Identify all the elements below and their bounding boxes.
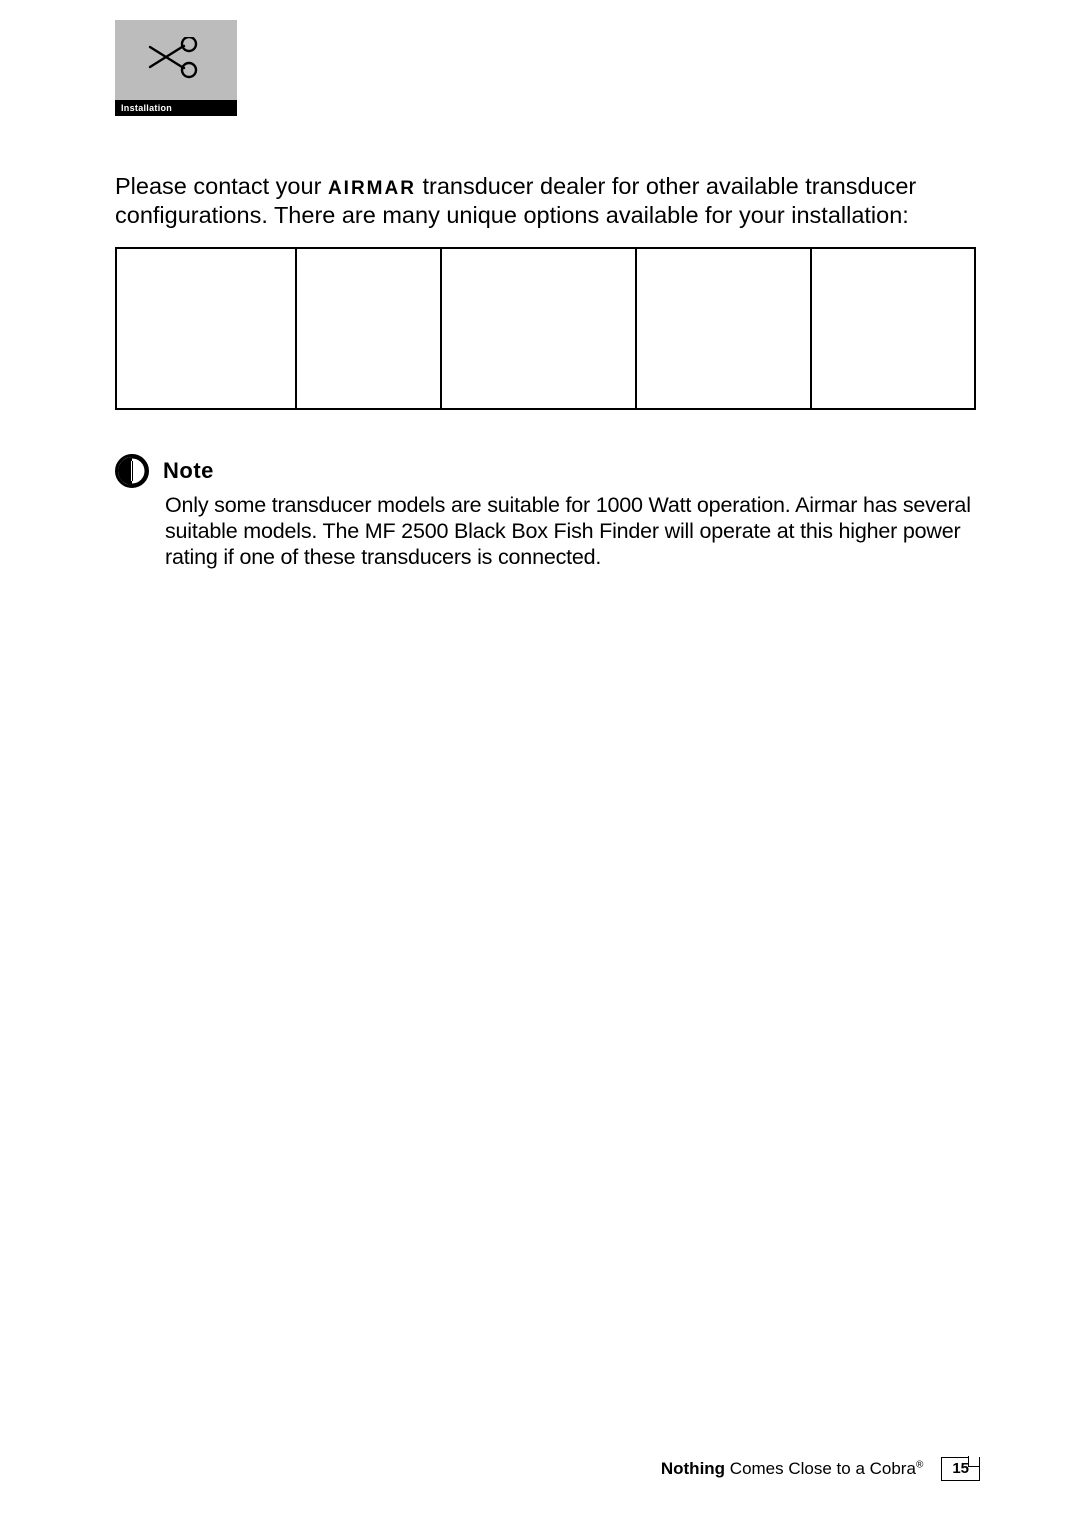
options-table bbox=[115, 247, 976, 410]
page-footer: Nothing Comes Close to a Cobra® 15 bbox=[0, 1457, 1080, 1481]
table-cell bbox=[297, 249, 442, 408]
intro-prefix: Please contact your bbox=[115, 173, 328, 199]
note-header: Note bbox=[115, 454, 975, 488]
note-body: Only some transducer models are suitable… bbox=[165, 492, 975, 571]
footer-tagline-rest: Comes Close to a Cobra bbox=[725, 1459, 916, 1478]
intro-paragraph: Please contact your AIRMAR transducer de… bbox=[115, 172, 975, 230]
section-label: Installation bbox=[121, 103, 172, 113]
note-icon bbox=[115, 454, 149, 488]
registered-mark: ® bbox=[916, 1459, 923, 1470]
page-number: 15 bbox=[952, 1460, 969, 1477]
brand-name: AIRMAR bbox=[328, 178, 416, 199]
section-icon-box bbox=[115, 20, 237, 100]
footer-tagline-bold: Nothing bbox=[661, 1459, 725, 1478]
table-cell bbox=[442, 249, 637, 408]
page-number-box: 15 bbox=[941, 1457, 980, 1481]
table-cell bbox=[117, 249, 297, 408]
section-label-bar: Installation bbox=[115, 100, 237, 116]
section-header: Installation bbox=[115, 20, 237, 116]
table-cell bbox=[637, 249, 812, 408]
note-block: Note Only some transducer models are sui… bbox=[115, 454, 975, 571]
note-heading: Note bbox=[163, 458, 214, 484]
table-cell bbox=[812, 249, 974, 408]
scissors-icon bbox=[148, 37, 204, 83]
footer-tagline: Nothing Comes Close to a Cobra® bbox=[661, 1459, 923, 1479]
